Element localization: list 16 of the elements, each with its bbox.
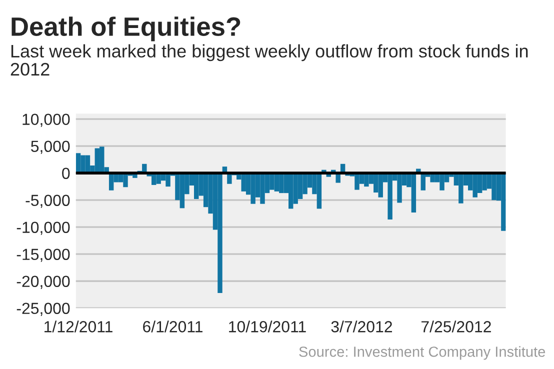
x-tick-label: 7/25/2012 <box>421 320 491 332</box>
chart-subtitle: Last week marked the biggest weekly outflow from stock funds in 2012 <box>10 44 528 76</box>
y-tick-label: -15,000 <box>16 248 70 262</box>
chart-title: Death of Equities? <box>12 16 240 42</box>
y-tick-label: -25,000 <box>16 302 70 316</box>
x-tick-label: 1/12/2011 <box>44 320 112 332</box>
x-tick-label: 6/1/2011 <box>143 320 202 332</box>
y-tick-label: -10,000 <box>16 222 70 235</box>
x-tick-label: 10/19/2011 <box>229 320 306 332</box>
y-tick-label: 10,000 <box>22 114 70 127</box>
y-tick-label: -5,000 <box>26 194 70 208</box>
source-note: Source: Investment Company Institute <box>299 346 546 360</box>
y-tick-label: -20,000 <box>16 276 70 289</box>
x-tick-label: 3/7/2012 <box>331 320 392 332</box>
y-tick-label: 0 <box>62 168 70 180</box>
y-tick-label: 5,000 <box>31 140 70 154</box>
